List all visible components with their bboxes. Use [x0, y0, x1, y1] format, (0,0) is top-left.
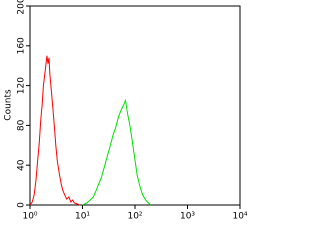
- x-tick-label: 10⁴: [232, 212, 247, 222]
- y-tick-label: 0: [17, 202, 27, 208]
- y-tick-label: 160: [17, 37, 27, 54]
- series-line: [29, 55, 81, 206]
- y-tick-label: 200: [17, 0, 27, 15]
- y-axis-label: Counts: [4, 89, 14, 121]
- x-tick-label: 10¹: [75, 212, 90, 222]
- y-tick-label: 80: [17, 119, 27, 131]
- plot-frame: [29, 5, 241, 206]
- chart: Counts 0 40 80 120 160 200 10⁰ 10¹ 10² 10³ 10⁴: [4, 0, 248, 222]
- y-tick-label: 40: [17, 159, 27, 171]
- x-tick-label: 10²: [127, 212, 142, 222]
- series-line: [82, 98, 152, 206]
- x-tick-label: 10⁰: [22, 212, 37, 222]
- y-tick-label: 120: [17, 77, 27, 94]
- x-tick-label: 10³: [180, 212, 195, 222]
